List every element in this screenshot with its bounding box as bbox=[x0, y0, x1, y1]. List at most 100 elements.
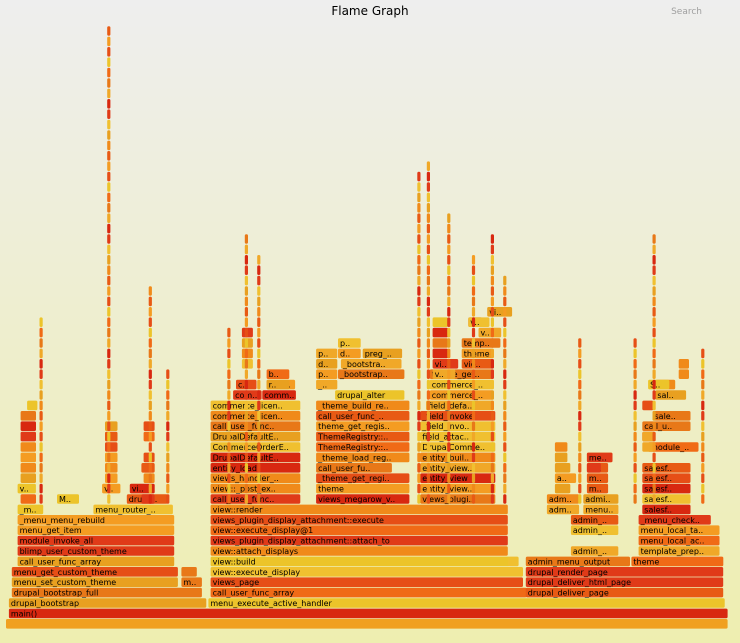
flame-frame-rect[interactable] bbox=[578, 483, 582, 494]
flame-frame-rect[interactable] bbox=[107, 99, 111, 109]
flame-frame-rect[interactable] bbox=[471, 411, 476, 421]
flame-frame-rect[interactable] bbox=[652, 494, 656, 504]
flame-frame[interactable]: menu.. bbox=[583, 504, 619, 515]
flame-frame-rect[interactable] bbox=[257, 265, 261, 275]
flame-frame-rect[interactable] bbox=[210, 567, 523, 577]
flame-frame-rect[interactable] bbox=[166, 411, 170, 421]
flame-frame-rect[interactable] bbox=[638, 515, 711, 525]
flame-frame-rect[interactable] bbox=[227, 359, 231, 369]
flame-frame[interactable]: preg_.. bbox=[362, 348, 403, 359]
flame-frame-rect[interactable] bbox=[503, 421, 507, 431]
flame-frame-rect[interactable] bbox=[39, 327, 43, 338]
flame-frame-rect[interactable] bbox=[642, 504, 691, 515]
flame-frame-rect[interactable] bbox=[105, 452, 118, 463]
flame-frame-rect[interactable] bbox=[316, 483, 410, 494]
flame-frame-rect[interactable] bbox=[633, 411, 637, 421]
flame-frame-rect[interactable] bbox=[432, 369, 456, 379]
flame-frame[interactable] bbox=[642, 400, 654, 411]
flame-frame-rect[interactable] bbox=[426, 463, 430, 473]
flame-frame-rect[interactable] bbox=[107, 130, 111, 140]
flame-frame-rect[interactable] bbox=[107, 338, 111, 348]
flame-frame-rect[interactable] bbox=[652, 483, 656, 494]
flame-frame-rect[interactable] bbox=[417, 338, 421, 348]
flame-frame-rect[interactable] bbox=[266, 369, 290, 379]
flame-frame-rect[interactable] bbox=[503, 369, 507, 379]
flame-frame[interactable]: _menu_menu_rebuild bbox=[17, 515, 175, 525]
flame-frame-rect[interactable] bbox=[417, 379, 421, 390]
flame-frame-rect[interactable] bbox=[107, 234, 111, 244]
flame-frame-rect[interactable] bbox=[148, 327, 152, 338]
flame-frame-rect[interactable] bbox=[432, 348, 448, 359]
flame-frame-rect[interactable] bbox=[503, 473, 507, 483]
flame-frame-rect[interactable] bbox=[244, 431, 248, 442]
flame-frame-rect[interactable] bbox=[107, 379, 111, 390]
flame-frame-rect[interactable] bbox=[426, 223, 430, 234]
flame-frame[interactable] bbox=[678, 359, 689, 369]
flame-frame-rect[interactable] bbox=[107, 109, 111, 119]
flame-frame-rect[interactable] bbox=[244, 286, 248, 296]
flame-frame[interactable] bbox=[20, 463, 36, 473]
flame-frame-rect[interactable] bbox=[210, 483, 301, 494]
flame-frame-rect[interactable] bbox=[107, 119, 111, 130]
flame-frame-rect[interactable] bbox=[471, 442, 476, 452]
flame-frame-rect[interactable] bbox=[586, 463, 601, 473]
flame-frame-rect[interactable] bbox=[417, 286, 421, 296]
flame-frame-rect[interactable] bbox=[652, 286, 656, 296]
flame-frame-rect[interactable] bbox=[701, 390, 705, 400]
flame-frame-rect[interactable] bbox=[583, 494, 619, 504]
flame-frame-rect[interactable] bbox=[490, 369, 494, 379]
flame-frame-rect[interactable] bbox=[417, 265, 421, 275]
flame-frame-rect[interactable] bbox=[107, 369, 111, 379]
flame-frame-rect[interactable] bbox=[447, 431, 451, 442]
flame-frame-rect[interactable] bbox=[244, 255, 248, 265]
flame-frame-rect[interactable] bbox=[166, 473, 170, 483]
flame-frame-rect[interactable] bbox=[447, 275, 451, 286]
flame-frame-rect[interactable] bbox=[503, 411, 507, 421]
flame-frame[interactable] bbox=[105, 452, 118, 463]
flame-frame-rect[interactable] bbox=[244, 379, 248, 390]
flame-frame-rect[interactable] bbox=[181, 577, 202, 587]
flame-frame-rect[interactable] bbox=[210, 452, 301, 463]
flame-frame-rect[interactable] bbox=[426, 442, 430, 452]
flame-frame-rect[interactable] bbox=[210, 473, 301, 483]
flame-frame-rect[interactable] bbox=[461, 359, 494, 369]
flame-frame-rect[interactable] bbox=[432, 327, 448, 338]
flame-frame-rect[interactable] bbox=[316, 411, 410, 421]
flame-frame-rect[interactable] bbox=[578, 400, 582, 411]
flame-frame[interactable]: commerce_licen.. bbox=[210, 411, 301, 421]
flame-frame-rect[interactable] bbox=[257, 327, 261, 338]
flame-frame[interactable]: CommerceOrderE.. bbox=[210, 442, 301, 452]
flame-frame-rect[interactable] bbox=[166, 483, 170, 494]
flame-frame-rect[interactable] bbox=[244, 296, 248, 307]
flame-frame-rect[interactable] bbox=[148, 296, 152, 307]
flame-frame-rect[interactable] bbox=[471, 265, 476, 275]
flame-frame-rect[interactable] bbox=[503, 463, 507, 473]
flame-frame-rect[interactable] bbox=[578, 473, 582, 483]
flame-frame-rect[interactable] bbox=[490, 286, 494, 296]
flame-frame-rect[interactable] bbox=[578, 452, 582, 463]
flame-frame[interactable]: drupal_deliver_page bbox=[525, 587, 724, 598]
flame-frame[interactable]: entity_load bbox=[210, 463, 301, 473]
flame-frame-rect[interactable] bbox=[107, 307, 111, 317]
flame-frame-rect[interactable] bbox=[426, 244, 430, 255]
flame-frame[interactable]: _theme_build_re.. bbox=[316, 400, 410, 411]
flame-frame-rect[interactable] bbox=[638, 546, 720, 556]
flame-frame[interactable]: views_plugin_display_attachment::execute bbox=[210, 515, 508, 525]
flame-frame-rect[interactable] bbox=[570, 515, 619, 525]
flame-frame[interactable]: DrupalDefaultE.. bbox=[210, 431, 301, 442]
flame-frame-rect[interactable] bbox=[447, 338, 451, 348]
flame-frame-rect[interactable] bbox=[107, 359, 111, 369]
flame-frame-rect[interactable] bbox=[107, 171, 111, 182]
flame-frame-rect[interactable] bbox=[107, 151, 111, 161]
flame-frame-rect[interactable] bbox=[447, 286, 451, 296]
flame-frame[interactable]: drupal_render_page bbox=[525, 567, 724, 577]
flame-frame[interactable] bbox=[105, 463, 118, 473]
flame-frame-rect[interactable] bbox=[107, 296, 111, 307]
flame-frame-rect[interactable] bbox=[471, 296, 476, 307]
flame-frame-rect[interactable] bbox=[257, 255, 261, 265]
flame-frame-rect[interactable] bbox=[490, 234, 494, 244]
flame-frame-rect[interactable] bbox=[503, 327, 507, 338]
flame-frame-rect[interactable] bbox=[257, 296, 261, 307]
flame-frame-rect[interactable] bbox=[420, 473, 496, 483]
flame-frame[interactable]: m.. bbox=[181, 577, 202, 587]
